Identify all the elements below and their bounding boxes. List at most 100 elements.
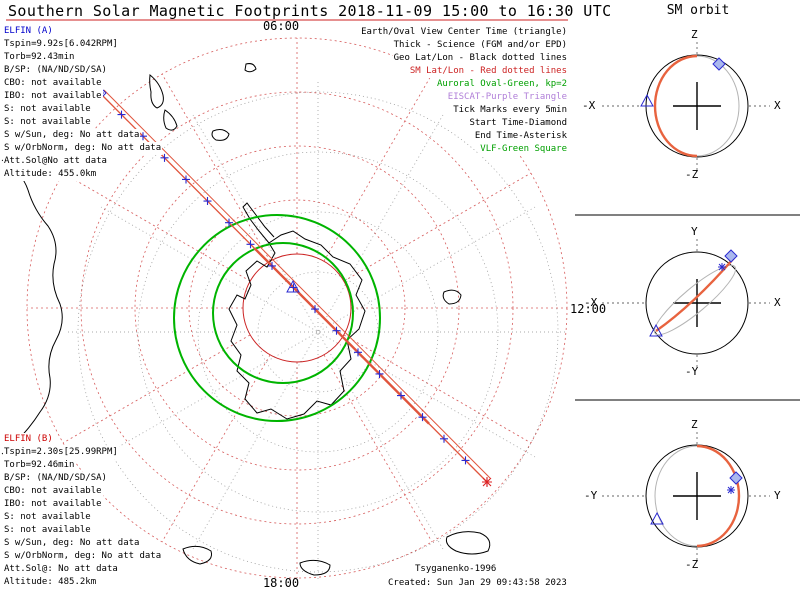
elfin-b-info-block: ELFIN (B) Tspin=2.30s[25.99RPM] Torb=92.46… xyxy=(3,433,163,589)
axis-dotted-lines xyxy=(602,239,770,367)
axis-label: -Y xyxy=(685,365,699,378)
earth-circle xyxy=(645,251,749,355)
axis-label: Y xyxy=(691,225,698,238)
legend-item: Start Time-Diamond xyxy=(468,117,568,130)
island xyxy=(163,109,178,131)
end-asterisk-icon xyxy=(718,263,726,271)
tick-mark-icon xyxy=(160,153,169,162)
satellite-info-line: Altitude: 455.0km xyxy=(3,168,98,181)
start-diamond-icon xyxy=(729,471,743,485)
satellite-info-line: IBO: not available xyxy=(3,90,103,103)
plot-legend: Earth/Oval View Center Time (triangle) Th… xyxy=(360,26,568,156)
axis-dotted-lines xyxy=(602,42,770,170)
orbit-science-arc xyxy=(696,444,741,548)
model-label: Tsyganenko-1996 xyxy=(415,564,497,574)
footprint-layer xyxy=(93,86,492,487)
satellite-info-line: S w/OrbNorm, deg: No att data xyxy=(3,550,163,563)
legend-item: Thick - Science (FGM and/or EPD) xyxy=(392,39,568,52)
legend-item: Tick Marks every 5min xyxy=(452,104,568,117)
center-triangle-icon xyxy=(649,323,663,337)
island xyxy=(445,531,491,555)
axis-label: X xyxy=(774,99,781,112)
satellite-info-line: Tspin=9.92s[6.042RPM] xyxy=(3,38,119,51)
satellite-info-line: S w/Sun, deg: No att data xyxy=(3,537,141,550)
island xyxy=(299,559,331,576)
tick-mark-icon xyxy=(440,434,448,443)
satellite-info-line: IBO: not available xyxy=(3,498,103,511)
tick-mark-icon xyxy=(354,348,362,357)
tick-mark-icon xyxy=(182,175,190,184)
satellite-info-line: Torb=92.46min xyxy=(3,459,76,472)
auroral-oval xyxy=(173,214,381,422)
crosshair xyxy=(673,82,721,130)
satellite-info-line: S: not available xyxy=(3,103,92,116)
legend-item: SM Lat/Lon - Red dotted lines xyxy=(408,65,568,78)
legend-item: VLF-Green Square xyxy=(479,143,568,156)
orbit-science-arc xyxy=(653,54,698,158)
coastlines xyxy=(1,63,491,576)
satellite-info-line: S: not available xyxy=(3,511,92,524)
axis-label: -Z xyxy=(685,558,699,571)
footprint-track xyxy=(103,89,491,479)
crosshair xyxy=(673,279,721,327)
orbit-science-arc xyxy=(655,257,735,332)
end-asterisk-icon xyxy=(727,486,735,494)
orbit-panel-xy xyxy=(602,239,770,367)
axis-dotted-lines xyxy=(602,432,770,560)
satellite-info-line: S w/Sun, deg: No att data xyxy=(3,129,141,142)
sm-grid xyxy=(26,37,568,579)
tick-mark-icon xyxy=(311,305,319,314)
crosshair xyxy=(673,472,721,520)
antarctica-coastline xyxy=(228,230,366,420)
satellite-info-line: B/SP: (NA/ND/SD/SA) xyxy=(3,64,108,77)
tick-mark-icon xyxy=(246,240,255,249)
auroral-oval xyxy=(212,242,354,384)
created-timestamp: Created: Sun Jan 29 09:43:58 2023 xyxy=(388,578,567,588)
satellite-info-line: Altitude: 485.2km xyxy=(3,576,98,589)
axis-label: -X xyxy=(584,296,598,309)
island xyxy=(244,63,257,73)
mlt-label-12: 12:00 xyxy=(570,302,607,316)
legend-item: Auroral Oval-Green, kp=2 xyxy=(435,78,568,91)
page-title: Southern Solar Magnetic Footprints 2018-… xyxy=(8,2,612,20)
satellite-info-line: CBO: not available xyxy=(3,485,103,498)
orbit-panel-xz xyxy=(602,42,770,170)
axis-label: Z xyxy=(691,418,698,431)
mlt-label-18: 18:00 xyxy=(262,576,300,590)
end-asterisk-icon xyxy=(482,477,492,487)
tick-mark-icon xyxy=(332,326,341,335)
axis-label: -Z xyxy=(685,168,699,181)
center-time-triangle-icon xyxy=(286,279,300,293)
satellite-info-line: Att.Sol@No att data xyxy=(3,155,108,168)
center-triangle-icon xyxy=(640,93,654,107)
orbit-panel-yz xyxy=(602,432,770,560)
sm-orbit-title: SM orbit xyxy=(666,3,730,18)
satellite-info-line: Att.Sol@: No att data xyxy=(3,563,119,576)
legend-item: Earth/Oval View Center Time (triangle) xyxy=(360,26,568,39)
geo-grid xyxy=(68,82,568,582)
south-america-coastline xyxy=(1,159,63,455)
science-segment xyxy=(253,247,430,425)
axis-label: Y xyxy=(774,489,781,502)
axis-label: Z xyxy=(691,28,698,41)
center-triangle-icon xyxy=(650,511,664,525)
sm-inner-ring xyxy=(242,253,352,363)
island xyxy=(182,545,212,565)
legend-item: EISCAT-Purple Triangle xyxy=(446,91,568,104)
tick-mark-icon xyxy=(117,110,126,119)
satellite-info-line: S: not available xyxy=(3,116,92,129)
tick-mark-icon xyxy=(461,456,470,465)
legend-item: Geo Lat/Lon - Black dotted lines xyxy=(392,52,568,65)
satellite-info-line: S w/OrbNorm, deg: No att data xyxy=(3,142,163,155)
tick-mark-icon xyxy=(418,413,427,422)
satellite-info-line: B/SP: (NA/ND/SD/SA) xyxy=(3,472,108,485)
antarctic-peninsula xyxy=(242,202,275,244)
tick-mark-icon xyxy=(375,369,384,378)
tick-mark-icon xyxy=(203,197,212,206)
elfin-a-info-block: ELFIN (A) Tspin=9.92s[6.042RPM] Torb=92.43… xyxy=(3,25,163,181)
satellite-info-line: S: not available xyxy=(3,524,92,537)
satellite-info-line: CBO: not available xyxy=(3,77,103,90)
orbit-ellipse xyxy=(653,264,737,336)
